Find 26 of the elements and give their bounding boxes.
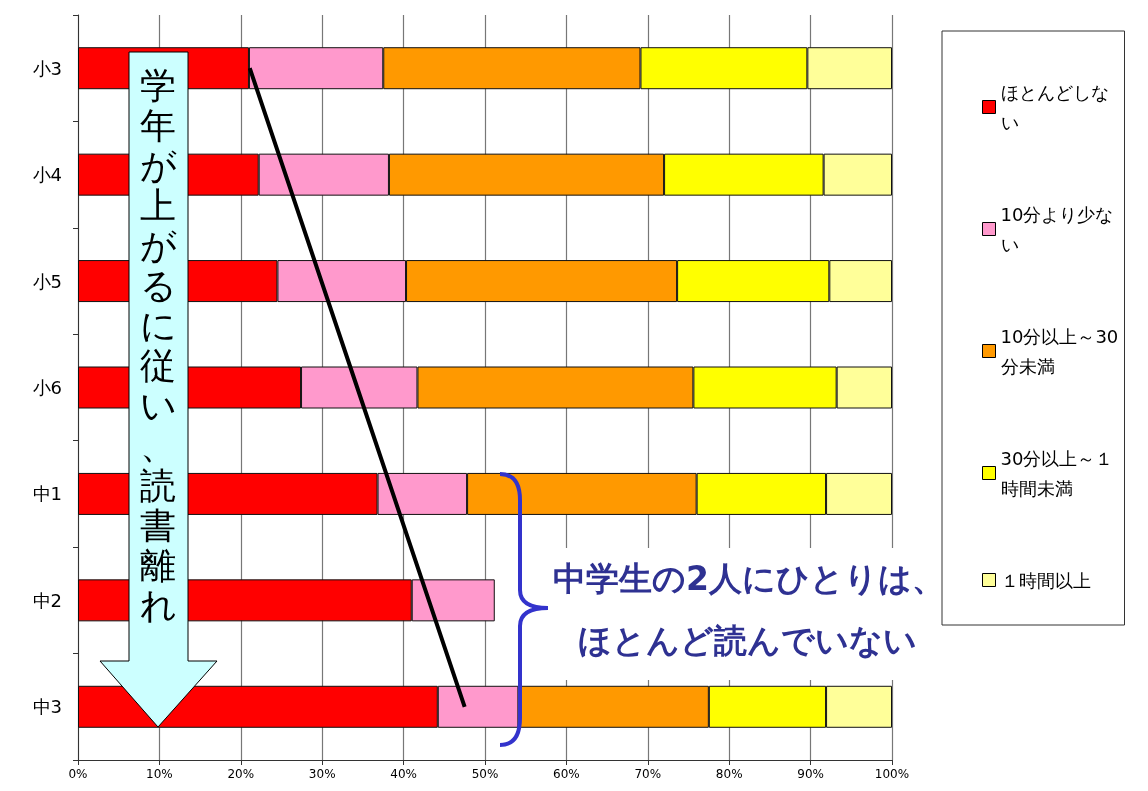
legend-label: ほとんどしない: [1000, 81, 1109, 133]
y-tick-label: 小3: [32, 57, 62, 79]
x-tick-label: 80%: [715, 767, 743, 781]
x-tick-label: 90%: [797, 767, 824, 781]
x-tick-label: 0%: [68, 767, 88, 781]
legend-label: 30分以上～１時間未満: [1000, 447, 1114, 499]
text: 学年が上がるに従い、読書離れ: [139, 65, 177, 626]
x-tick-label: 70%: [634, 767, 662, 781]
legend-label: １時間以上: [1000, 569, 1091, 591]
legend-label: 10分より少ない: [1000, 203, 1114, 255]
x-tick-label: 100%: [874, 767, 910, 781]
y-tick-label: 中3: [32, 696, 62, 718]
annotation: 中学生の2人にひとりは、: [553, 558, 945, 600]
y-tick-label: 小6: [32, 377, 62, 398]
y-tick-label: 小5: [32, 270, 62, 292]
annotation: ほとんど読んでいない: [576, 620, 918, 662]
y-tick-label: 中1: [32, 483, 62, 505]
x-tick-label: 40%: [390, 767, 417, 781]
y-tick-label: 小4: [32, 164, 62, 186]
x-tick-label: 60%: [553, 767, 580, 781]
legend-label: 10分以上～30分未満: [1000, 325, 1119, 377]
x-tick-label: 50%: [471, 767, 499, 781]
x-tick-label: 30%: [308, 767, 336, 781]
x-tick-label: 20%: [227, 767, 255, 781]
y-tick-label: 中2: [32, 589, 62, 611]
x-tick-label: 10%: [146, 767, 173, 781]
